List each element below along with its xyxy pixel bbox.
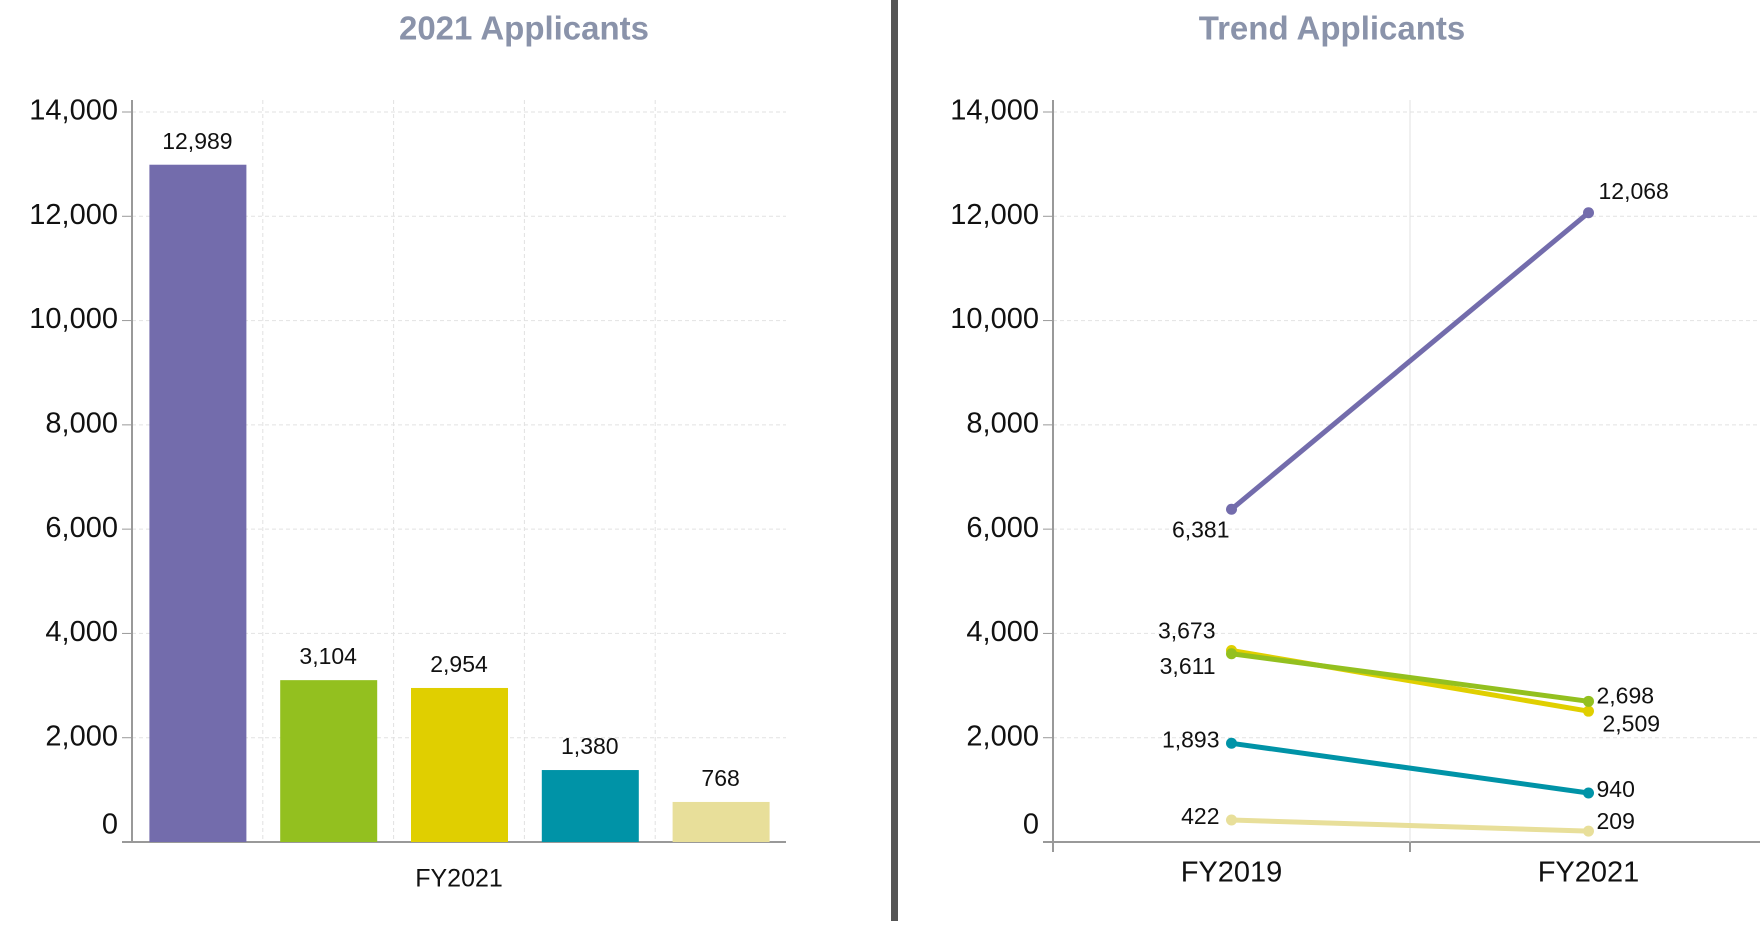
data-label: 2,954	[430, 651, 488, 677]
point	[1583, 787, 1594, 799]
divider	[891, 0, 898, 921]
point	[1583, 207, 1594, 219]
point	[1226, 648, 1237, 660]
series-line	[1229, 210, 1591, 512]
series-line	[1231, 817, 1589, 834]
bar	[280, 680, 378, 842]
y-tick-label: 2,000	[966, 720, 1039, 752]
data-label: 940	[1597, 776, 1635, 802]
point	[1226, 737, 1237, 749]
point	[1226, 503, 1237, 515]
bar	[541, 770, 639, 842]
data-label: 422	[1181, 803, 1219, 829]
y-tick-label: 8,000	[966, 408, 1039, 440]
y-tick-label: 6,000	[966, 512, 1039, 544]
data-label: 6,381	[1172, 516, 1230, 542]
x-tick-label: FY2019	[1181, 857, 1283, 889]
chart-title: Trend Applicants	[1199, 10, 1465, 47]
chart-title: 2021 Applicants	[399, 10, 649, 47]
y-tick-label: 12,000	[950, 199, 1039, 231]
data-label: 3,611	[1160, 653, 1216, 679]
series-line	[1231, 651, 1589, 704]
y-tick-label: 12,000	[29, 199, 118, 231]
data-label: 12,068	[1599, 178, 1669, 204]
series-line	[1231, 740, 1589, 796]
bar	[149, 164, 247, 842]
data-label: 2,698	[1597, 682, 1655, 708]
point	[1583, 695, 1594, 707]
y-tick-label: 8,000	[45, 408, 118, 440]
point	[1583, 825, 1594, 837]
data-label: 768	[701, 765, 739, 791]
x-tick-label: FY2021	[1538, 857, 1640, 889]
y-tick-label: 4,000	[966, 616, 1039, 648]
point	[1226, 814, 1237, 826]
y-tick-label: 10,000	[29, 303, 118, 335]
y-tick-label: 2,000	[45, 720, 118, 752]
bar	[411, 687, 508, 842]
data-label: 3,104	[299, 643, 357, 669]
data-label: 12,989	[162, 128, 232, 154]
y-tick-label: 6,000	[45, 512, 118, 544]
x-tick-label: FY2021	[415, 865, 503, 893]
data-label: 2,509	[1603, 710, 1661, 736]
y-tick-label: 4,000	[45, 616, 118, 648]
point	[1583, 705, 1594, 717]
bar	[672, 801, 770, 842]
data-label: 1,380	[561, 733, 619, 759]
y-tick-label: 10,000	[950, 303, 1039, 335]
y-tick-label: 14,000	[950, 95, 1039, 127]
y-tick-label: 0	[102, 809, 118, 841]
data-label: 1,893	[1162, 726, 1220, 752]
data-label: 3,673	[1158, 618, 1216, 644]
data-label: 209	[1597, 808, 1635, 834]
y-tick-label: 14,000	[29, 95, 118, 127]
y-tick-label: 0	[1023, 809, 1039, 841]
